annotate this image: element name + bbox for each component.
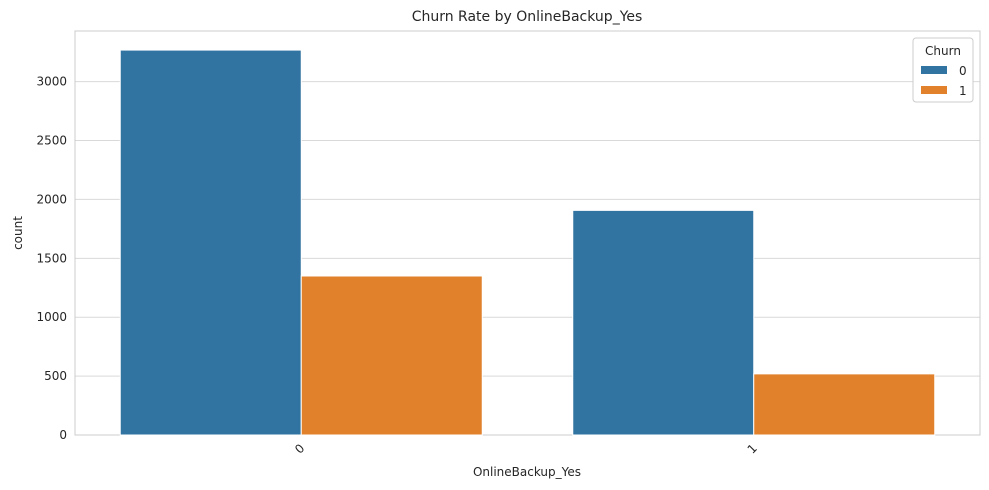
chart-title: Churn Rate by OnlineBackup_Yes [412,9,643,25]
y-tick-label: 1500 [36,251,67,265]
x-axis-label: OnlineBackup_Yes [473,465,581,479]
x-tick-label: 1 [745,441,760,456]
y-tick-label: 500 [44,369,67,383]
legend-title: Churn [925,44,961,58]
x-tick-label: 0 [292,441,307,456]
legend: Churn 0 1 [912,37,974,103]
legend-swatch-0 [921,66,947,74]
bar-cat-1-churn-0 [572,209,755,436]
legend-label-0: 0 [959,64,967,78]
y-tick-label: 0 [59,428,67,442]
bar-cat-1-churn-1 [753,373,936,436]
legend-label-1: 1 [959,84,967,98]
legend-swatch-1 [921,86,947,94]
bars-group [119,49,936,436]
y-tick-labels: 0 500 1000 1500 2000 2500 3000 [36,75,67,442]
y-tick-label: 3000 [36,75,67,89]
bar-cat-0-churn-1 [300,275,483,436]
y-tick-label: 2500 [36,134,67,148]
y-tick-label: 2000 [36,192,67,206]
bar-cat-0-churn-0 [119,49,302,436]
y-axis-label: count [11,216,25,250]
y-tick-label: 1000 [36,310,67,324]
plot-frame [74,30,981,436]
